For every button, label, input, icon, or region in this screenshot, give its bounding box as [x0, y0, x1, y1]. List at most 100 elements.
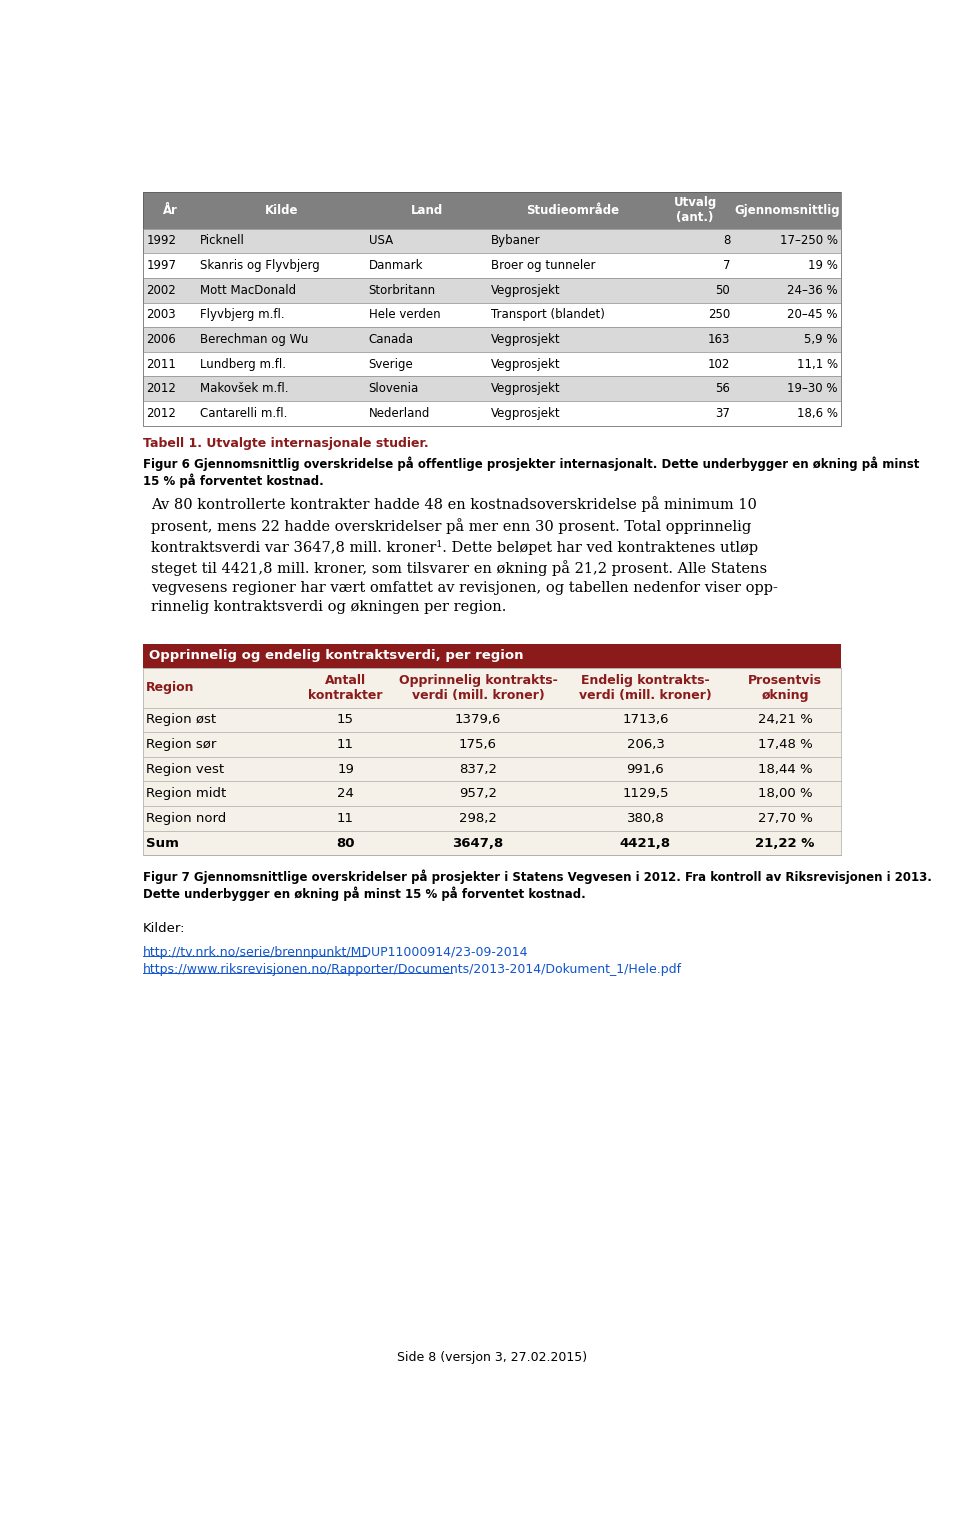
Text: 2006: 2006: [146, 333, 176, 346]
Text: 2012: 2012: [146, 406, 177, 420]
Text: Prosentvis
økning: Prosentvis økning: [748, 673, 822, 702]
Text: 837,2: 837,2: [459, 762, 497, 776]
Bar: [143, 327, 841, 351]
Text: 11,1 %: 11,1 %: [797, 357, 838, 371]
Text: 11: 11: [337, 737, 354, 751]
Text: Opprinnelig kontrakts-
verdi (mill. kroner): Opprinnelig kontrakts- verdi (mill. kron…: [398, 673, 558, 702]
Text: 15: 15: [337, 713, 354, 727]
Text: Vegprosjekt: Vegprosjekt: [492, 284, 561, 297]
Text: 1379,6: 1379,6: [455, 713, 501, 727]
Text: Canada: Canada: [369, 333, 414, 346]
Text: 19: 19: [337, 762, 354, 776]
Bar: [143, 644, 841, 667]
Text: 56: 56: [715, 382, 731, 396]
Text: 163: 163: [708, 333, 731, 346]
Text: 8: 8: [723, 235, 731, 247]
Text: 24,21 %: 24,21 %: [757, 713, 812, 727]
Text: 3647,8: 3647,8: [452, 837, 504, 849]
Text: Studieområde: Studieområde: [526, 204, 619, 216]
Text: 2012: 2012: [146, 382, 177, 396]
Text: 37: 37: [715, 406, 731, 420]
Text: Gjennomsnittlig: Gjennomsnittlig: [734, 204, 840, 216]
Text: Storbritann: Storbritann: [369, 284, 436, 297]
Text: Danmark: Danmark: [369, 259, 423, 271]
Text: USA: USA: [369, 235, 393, 247]
Text: 1713,6: 1713,6: [622, 713, 669, 727]
Text: Vegprosjekt: Vegprosjekt: [492, 382, 561, 396]
Text: År: År: [162, 204, 178, 216]
Text: 19–30 %: 19–30 %: [787, 382, 838, 396]
Text: 102: 102: [708, 357, 731, 371]
Text: Region nord: Region nord: [146, 812, 227, 825]
Text: Tabell 1. Utvalgte internasjonale studier.: Tabell 1. Utvalgte internasjonale studie…: [143, 437, 429, 449]
Text: Vegprosjekt: Vegprosjekt: [492, 333, 561, 346]
Text: 20–45 %: 20–45 %: [787, 308, 838, 322]
Text: 17–250 %: 17–250 %: [780, 235, 838, 247]
Bar: [143, 302, 841, 327]
Text: Kilde: Kilde: [264, 204, 298, 216]
Text: 250: 250: [708, 308, 731, 322]
Text: 80: 80: [336, 837, 355, 849]
Text: Slovenia: Slovenia: [369, 382, 419, 396]
Bar: [143, 667, 841, 855]
Text: Mott MacDonald: Mott MacDonald: [200, 284, 296, 297]
Text: 7: 7: [723, 259, 731, 271]
Text: Lundberg m.fl.: Lundberg m.fl.: [200, 357, 286, 371]
Text: Hele verden: Hele verden: [369, 308, 441, 322]
Text: Nederland: Nederland: [369, 406, 430, 420]
Text: Sum: Sum: [146, 837, 180, 849]
Text: Sverige: Sverige: [369, 357, 414, 371]
Text: 206,3: 206,3: [627, 737, 664, 751]
Text: Kilder:: Kilder:: [143, 921, 185, 935]
Text: Broer og tunneler: Broer og tunneler: [492, 259, 596, 271]
Text: 298,2: 298,2: [459, 812, 497, 825]
Text: 175,6: 175,6: [459, 737, 497, 751]
Text: Region sør: Region sør: [146, 737, 217, 751]
Bar: [143, 192, 841, 228]
Text: 2003: 2003: [146, 308, 176, 322]
Text: Picknell: Picknell: [200, 235, 245, 247]
Text: Land: Land: [411, 204, 443, 216]
Text: 1129,5: 1129,5: [622, 788, 669, 800]
Text: Region vest: Region vest: [146, 762, 225, 776]
Text: 5,9 %: 5,9 %: [804, 333, 838, 346]
Text: Flyvbjerg m.fl.: Flyvbjerg m.fl.: [200, 308, 284, 322]
Bar: [143, 351, 841, 377]
Text: Side 8 (versjon 3, 27.02.2015): Side 8 (versjon 3, 27.02.2015): [396, 1351, 588, 1363]
Text: 18,6 %: 18,6 %: [797, 406, 838, 420]
Text: http://tv.nrk.no/serie/brennpunkt/MDUP11000914/23-09-2014: http://tv.nrk.no/serie/brennpunkt/MDUP11…: [143, 946, 529, 960]
Text: 2011: 2011: [146, 357, 177, 371]
Text: 991,6: 991,6: [627, 762, 664, 776]
Text: Vegprosjekt: Vegprosjekt: [492, 406, 561, 420]
Text: 18,00 %: 18,00 %: [757, 788, 812, 800]
Text: 1997: 1997: [146, 259, 177, 271]
Text: 2002: 2002: [146, 284, 176, 297]
Text: Opprinnelig og endelig kontraktsverdi, per region: Opprinnelig og endelig kontraktsverdi, p…: [150, 650, 524, 662]
Text: Region midt: Region midt: [146, 788, 227, 800]
Text: Makovšek m.fl.: Makovšek m.fl.: [200, 382, 289, 396]
Text: 18,44 %: 18,44 %: [757, 762, 812, 776]
Text: 19 %: 19 %: [807, 259, 838, 271]
Text: Transport (blandet): Transport (blandet): [492, 308, 605, 322]
Text: 11: 11: [337, 812, 354, 825]
Bar: [143, 377, 841, 402]
Text: 957,2: 957,2: [459, 788, 497, 800]
Text: 24–36 %: 24–36 %: [787, 284, 838, 297]
Bar: [143, 402, 841, 426]
Text: 4421,8: 4421,8: [620, 837, 671, 849]
Text: 17,48 %: 17,48 %: [757, 737, 812, 751]
Text: Skanris og Flyvbjerg: Skanris og Flyvbjerg: [200, 259, 320, 271]
Text: Region: Region: [146, 681, 195, 694]
Text: Figur 7 Gjennomsnittlige overskridelser på prosjekter i Statens Vegvesen i 2012.: Figur 7 Gjennomsnittlige overskridelser …: [143, 869, 932, 901]
Text: Av 80 kontrollerte kontrakter hadde 48 en kostnadsoverskridelse på minimum 10
pr: Av 80 kontrollerte kontrakter hadde 48 e…: [151, 497, 778, 615]
Text: Bybaner: Bybaner: [492, 235, 540, 247]
Text: 24: 24: [337, 788, 354, 800]
Text: Endelig kontrakts-
verdi (mill. kroner): Endelig kontrakts- verdi (mill. kroner): [579, 673, 711, 702]
Text: 1992: 1992: [146, 235, 177, 247]
Text: https://www.riksrevisjonen.no/Rapporter/Documents/2013-2014/Dokument_1/Hele.pdf: https://www.riksrevisjonen.no/Rapporter/…: [143, 963, 683, 977]
Text: 380,8: 380,8: [627, 812, 664, 825]
Text: Berechman og Wu: Berechman og Wu: [200, 333, 308, 346]
Text: Cantarelli m.fl.: Cantarelli m.fl.: [200, 406, 287, 420]
Text: 27,70 %: 27,70 %: [757, 812, 812, 825]
Text: 21,22 %: 21,22 %: [756, 837, 815, 849]
